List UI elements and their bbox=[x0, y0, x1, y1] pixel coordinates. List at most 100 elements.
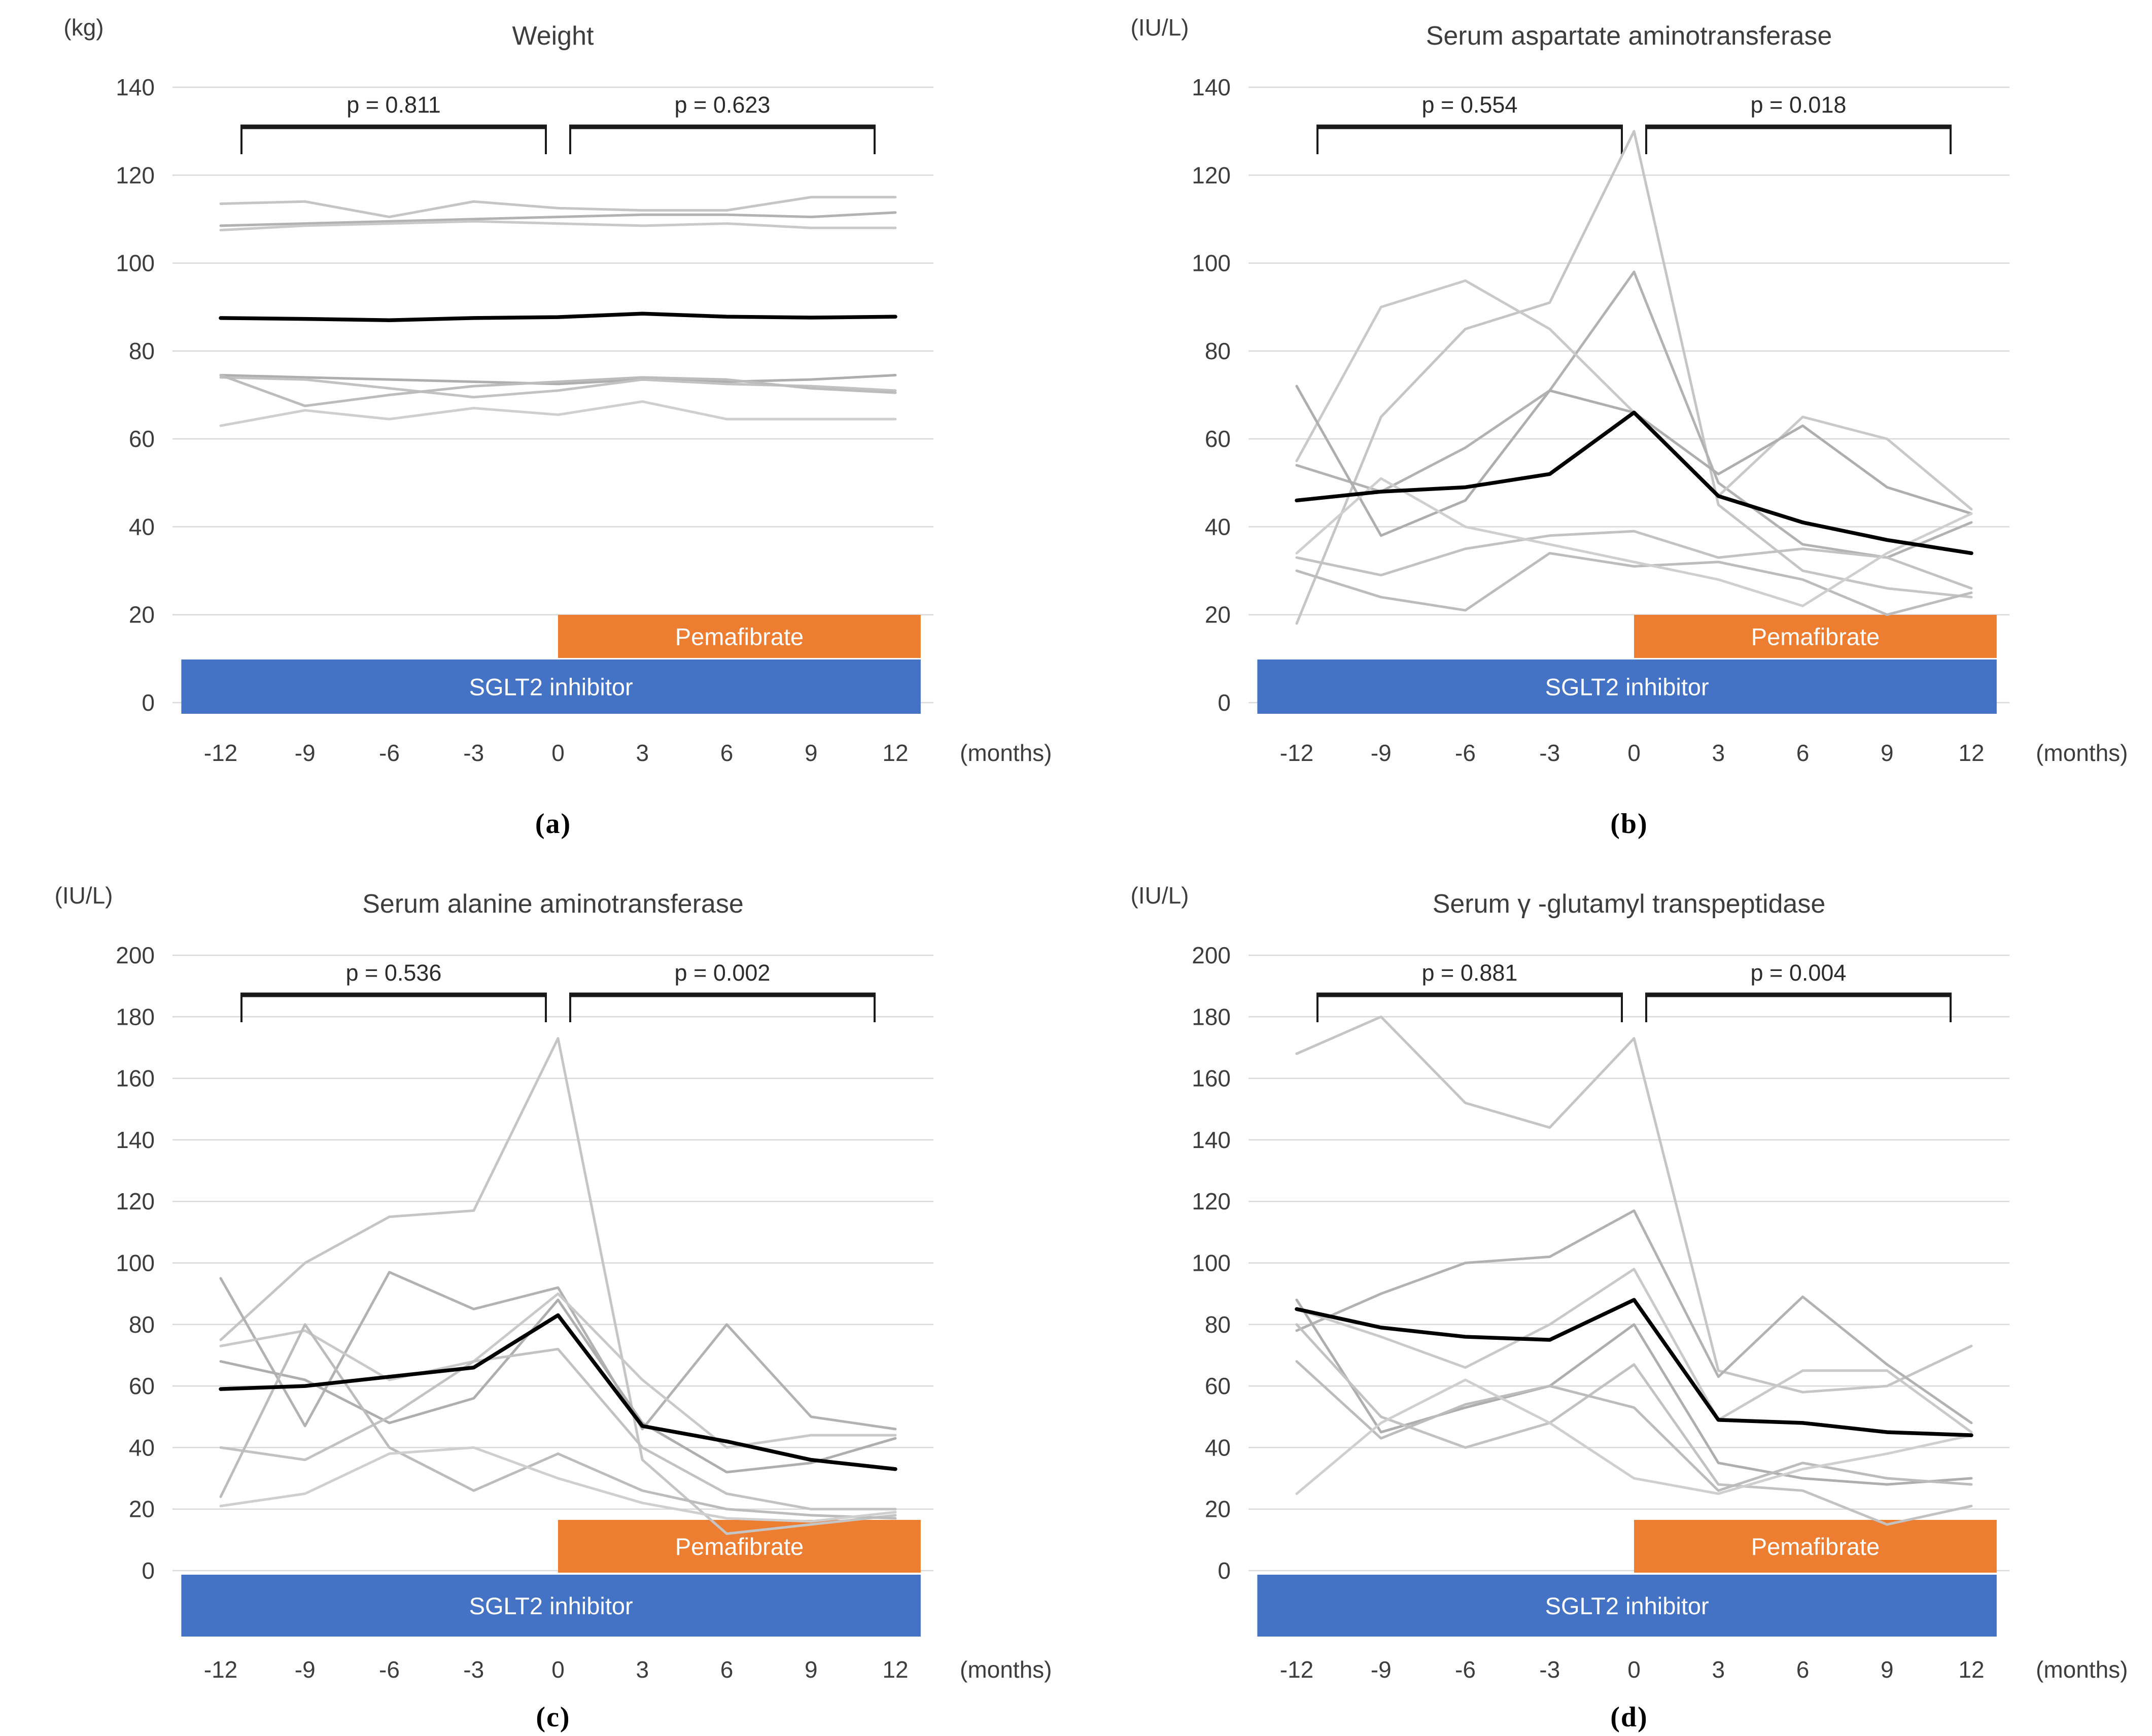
series-line-patient-7 bbox=[219, 1446, 897, 1523]
series-line-patient-2 bbox=[1295, 1209, 1973, 1425]
series-line-patient-6 bbox=[1295, 551, 1973, 616]
x-tick-label: 9 bbox=[805, 1656, 818, 1683]
p-value-right: p = 0.623 bbox=[675, 92, 771, 118]
series-line-patient-4 bbox=[1295, 1298, 1973, 1486]
x-tick-label: 3 bbox=[636, 1656, 649, 1683]
pemafibrate-bar bbox=[1634, 1520, 1997, 1573]
y-tick-label: 0 bbox=[142, 689, 155, 716]
y-tick-label: 140 bbox=[116, 1127, 155, 1153]
series-line-mean bbox=[219, 311, 897, 322]
x-tick-label: -12 bbox=[1280, 740, 1313, 766]
p-value-left: p = 0.811 bbox=[346, 92, 441, 118]
series-line-patient-5 bbox=[1295, 1323, 1973, 1526]
series-line-patient-5 bbox=[219, 1347, 897, 1511]
x-tick-label: 0 bbox=[551, 740, 565, 766]
p-value-right: p = 0.004 bbox=[1751, 960, 1847, 986]
y-tick-label: 60 bbox=[1205, 1373, 1231, 1399]
x-tick-label: 3 bbox=[1712, 740, 1725, 766]
series-line-patient-1 bbox=[1295, 1015, 1973, 1394]
chart-title: Weight bbox=[512, 21, 594, 51]
chart-title: Serum γ -glutamyl transpeptidase bbox=[1433, 889, 1826, 919]
y-tick-label: 140 bbox=[1192, 74, 1231, 100]
panel-b-ast: 0 20 40 60 80 100 120 140 (IU/L) Serum aspartate … bbox=[1076, 0, 2152, 868]
y-tick-label: 160 bbox=[1192, 1065, 1231, 1092]
x-tick-label: -12 bbox=[204, 1656, 237, 1683]
panel-a-weight: 0 20 40 60 80 100 120 140 (kg) Weight p = 0.811 p =… bbox=[0, 0, 1076, 868]
pemafibrate-bar bbox=[1634, 615, 1997, 658]
y-tick-label: 100 bbox=[1192, 1250, 1231, 1276]
series-line-mean bbox=[1295, 410, 1973, 555]
y-tick-label: 20 bbox=[1205, 602, 1231, 628]
x-tick-label: -9 bbox=[1371, 740, 1392, 766]
x-tick-label: 0 bbox=[1627, 740, 1641, 766]
y-tick-label: 120 bbox=[116, 1188, 155, 1214]
p-value-right: p = 0.018 bbox=[1751, 92, 1847, 118]
p-value-left: p = 0.881 bbox=[1422, 960, 1518, 986]
y-tick-label: 20 bbox=[1205, 1496, 1231, 1522]
x-tick-label: -3 bbox=[1539, 740, 1560, 766]
pemafibrate-bar-label: Pemafibrate bbox=[675, 1533, 804, 1560]
x-tick-label: 12 bbox=[882, 1656, 908, 1683]
series-line-patient-1 bbox=[219, 196, 897, 219]
y-tick-label: 40 bbox=[129, 513, 155, 540]
series-line-patient-7 bbox=[1295, 1378, 1973, 1495]
series-line-patient-4 bbox=[219, 374, 897, 386]
y-tick-label: 40 bbox=[1205, 1434, 1231, 1461]
y-axis-unit-label: (IU/L) bbox=[1131, 882, 1189, 909]
series-line-patient-2 bbox=[219, 1271, 897, 1431]
series-line-patient-6 bbox=[219, 1323, 897, 1520]
series-line-patient-5 bbox=[1295, 530, 1973, 590]
x-tick-label: -3 bbox=[463, 740, 484, 766]
pemafibrate-bar bbox=[558, 615, 921, 658]
series-line-patient-2 bbox=[219, 211, 897, 227]
y-tick-label: 80 bbox=[129, 338, 155, 364]
y-axis-unit-label: (IU/L) bbox=[55, 882, 113, 909]
series-line-patient-3 bbox=[219, 220, 897, 232]
x-tick-label: 6 bbox=[1796, 740, 1810, 766]
x-tick-label: -6 bbox=[1455, 1656, 1476, 1683]
y-tick-label: 60 bbox=[129, 426, 155, 452]
x-tick-label: 12 bbox=[1958, 1656, 1984, 1683]
sglt2-inhibitor-bar bbox=[181, 659, 921, 714]
x-tick-label: 0 bbox=[551, 1656, 565, 1683]
y-tick-label: 60 bbox=[129, 1373, 155, 1399]
x-axis-unit-label: (months) bbox=[2036, 740, 2128, 766]
pemafibrate-bar-label: Pemafibrate bbox=[675, 623, 804, 650]
series-line-patient-3 bbox=[1295, 1268, 1973, 1434]
sglt2-inhibitor-bar-label: SGLT2 inhibitor bbox=[1545, 1592, 1709, 1619]
x-tick-label: -6 bbox=[379, 1656, 400, 1683]
y-tick-label: 0 bbox=[1218, 689, 1231, 716]
y-tick-label: 20 bbox=[129, 602, 155, 628]
x-tick-label: 12 bbox=[1958, 740, 1984, 766]
series-line-mean bbox=[1295, 1298, 1973, 1437]
panel-c-label: (c) bbox=[536, 1702, 571, 1733]
sglt2-inhibitor-bar bbox=[1257, 1575, 1997, 1637]
panel-a-label: (a) bbox=[535, 808, 572, 840]
x-tick-label: -6 bbox=[379, 740, 400, 766]
x-tick-label: -3 bbox=[1539, 1656, 1560, 1683]
y-tick-label: 20 bbox=[129, 1496, 155, 1522]
panel-d-ggt: 0 20 40 60 80 100 120 140 160 180 200 (IU/L) Serum γ… bbox=[1076, 868, 2152, 1736]
x-tick-label: 6 bbox=[720, 1656, 734, 1683]
p-value-left: p = 0.554 bbox=[1422, 92, 1518, 118]
x-tick-label: -6 bbox=[1455, 740, 1476, 766]
x-tick-label: 12 bbox=[882, 740, 908, 766]
series-line-patient-7 bbox=[219, 400, 897, 427]
pemafibrate-bar-label: Pemafibrate bbox=[1751, 1533, 1880, 1560]
y-tick-label: 0 bbox=[142, 1557, 155, 1584]
chart-title: Serum alanine aminotransferase bbox=[362, 889, 744, 919]
y-axis-unit-label: (kg) bbox=[63, 14, 103, 41]
y-tick-label: 0 bbox=[1218, 1557, 1231, 1584]
y-tick-label: 40 bbox=[1205, 513, 1231, 540]
x-tick-label: 9 bbox=[805, 740, 818, 766]
p-value-right: p = 0.002 bbox=[675, 960, 771, 986]
x-tick-label: -9 bbox=[295, 1656, 316, 1683]
x-tick-label: 6 bbox=[1796, 1656, 1810, 1683]
x-tick-label: -9 bbox=[295, 740, 316, 766]
panel-c-alt: 0 20 40 60 80 100 120 140 160 180 200 (IU/L) Serum a… bbox=[0, 868, 1076, 1736]
series-line-patient-7 bbox=[1295, 477, 1973, 607]
